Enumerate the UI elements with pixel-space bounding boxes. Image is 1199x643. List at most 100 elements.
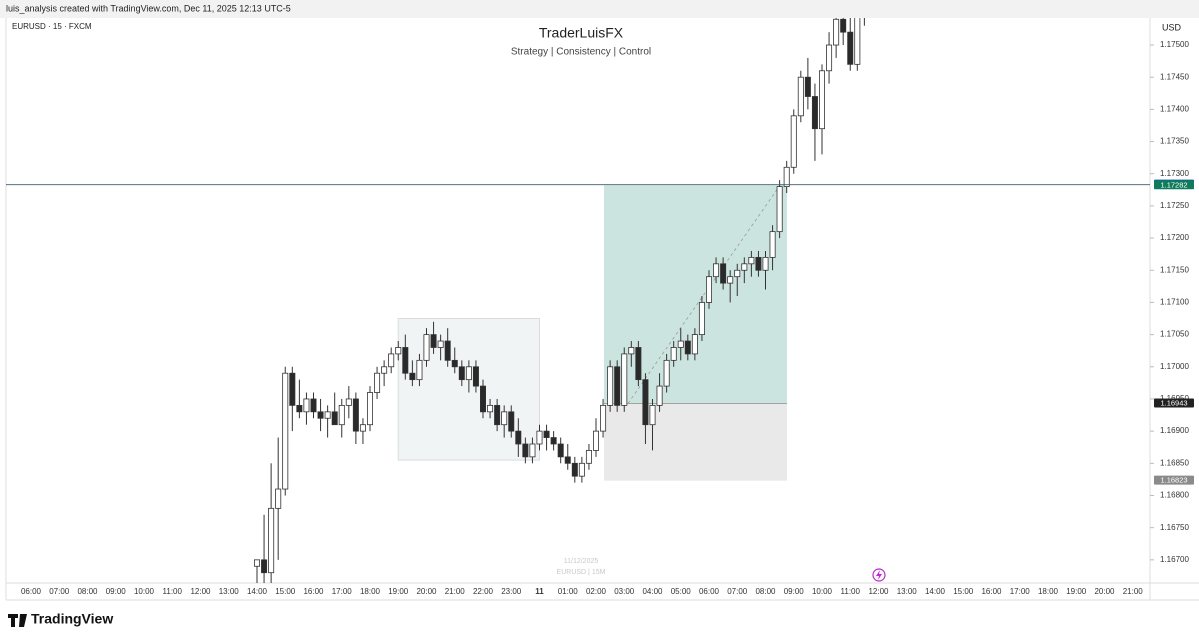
candle-body <box>847 31 854 65</box>
candle-body <box>289 372 296 406</box>
candle-body <box>494 404 501 426</box>
target-zone <box>604 185 787 404</box>
y-tick-label: 1.17200 <box>1160 233 1189 242</box>
candle-body <box>776 186 783 233</box>
candle-body <box>797 76 804 117</box>
x-tick-label: 11 <box>535 587 544 596</box>
y-tick-label: 1.17000 <box>1160 362 1189 371</box>
x-tick-label: 07:00 <box>49 587 70 596</box>
candle-body <box>402 347 409 374</box>
y-tick-label: 1.16700 <box>1160 555 1189 564</box>
chart-subtitle: Strategy | Consistency | Control <box>511 47 651 58</box>
candle-body <box>755 256 762 271</box>
y-tick-label: 1.16900 <box>1160 426 1189 435</box>
candle-body <box>677 340 684 348</box>
x-tick-label: 13:00 <box>897 587 918 596</box>
y-tick-label: 1.17150 <box>1160 265 1189 274</box>
candle-body <box>416 359 423 381</box>
candle-body <box>253 559 260 567</box>
x-tick-label: 18:00 <box>360 587 381 596</box>
x-tick-label: 06:00 <box>699 587 720 596</box>
candle-body <box>359 424 366 432</box>
candle-body <box>833 18 840 46</box>
candle-body <box>261 559 268 574</box>
candle-body <box>578 462 585 477</box>
candle-body <box>713 263 720 278</box>
y-tick-label: 1.16750 <box>1160 523 1189 532</box>
candle-body <box>748 256 755 265</box>
candle-body <box>614 366 621 406</box>
candle-body <box>663 359 670 387</box>
candle-body <box>536 430 543 445</box>
x-tick-label: 08:00 <box>77 587 98 596</box>
candle-body <box>458 366 465 381</box>
x-tick-label: 23:00 <box>501 587 522 596</box>
candle-body <box>501 411 508 426</box>
candle-body <box>275 488 282 509</box>
candle-body <box>381 366 388 374</box>
candle-body <box>684 340 691 355</box>
event-icon <box>876 570 882 580</box>
candle-body <box>550 437 557 445</box>
watermark: EURUSD | 15M <box>557 569 606 576</box>
watermark: 11/12/2025 <box>564 558 599 565</box>
candle-body <box>324 411 331 419</box>
x-tick-label: 19:00 <box>1066 587 1087 596</box>
candle-body <box>331 411 338 426</box>
candle-body <box>600 404 607 432</box>
candle-body <box>345 398 352 406</box>
candle-body <box>790 115 797 168</box>
candle-body <box>854 18 861 65</box>
candle-body <box>762 256 769 271</box>
x-tick-label: 11:00 <box>841 587 861 596</box>
candle-body <box>642 379 649 426</box>
x-tick-label: 15:00 <box>275 587 296 596</box>
candle-body <box>268 507 275 574</box>
candle-body <box>444 340 451 361</box>
x-tick-label: 20:00 <box>1094 587 1115 596</box>
candle-body <box>515 430 522 445</box>
candle-body <box>282 372 289 490</box>
candle-body <box>430 334 437 348</box>
y-tick-label: 1.17400 <box>1160 104 1189 113</box>
chart-title: TraderLuisFX <box>539 25 624 41</box>
x-tick-label: 14:00 <box>247 587 268 596</box>
candle-body <box>529 443 536 458</box>
x-tick-label: 19:00 <box>388 587 409 596</box>
x-tick-label: 02:00 <box>586 587 607 596</box>
candle-body <box>338 404 345 426</box>
candle-body <box>840 18 847 33</box>
x-tick-label: 18:00 <box>1038 587 1059 596</box>
x-tick-label: 09:00 <box>784 587 805 596</box>
candle-body <box>437 340 444 348</box>
candle-body <box>409 372 416 381</box>
candle-body <box>593 430 600 451</box>
candle-body <box>698 302 705 336</box>
candle-body <box>783 166 790 187</box>
price-tag-label: 1.16943 <box>1160 398 1187 407</box>
candle-body <box>691 334 698 355</box>
x-tick-label: 05:00 <box>671 587 692 596</box>
x-tick-label: 16:00 <box>303 587 324 596</box>
candle-body <box>479 385 486 413</box>
candle-body <box>317 411 324 419</box>
price-tag <box>1154 398 1194 408</box>
trade-path <box>627 185 781 404</box>
candle-body <box>826 44 833 72</box>
candle-body <box>819 70 826 130</box>
candle-body <box>296 404 303 413</box>
candle-body <box>769 231 776 258</box>
candle-body <box>388 353 395 368</box>
symbol: EURUSD · 15 · FXCM <box>12 22 92 31</box>
price-tag <box>1154 475 1194 485</box>
candle-body <box>366 392 373 426</box>
header-bar <box>0 0 1199 18</box>
candle-body <box>585 450 592 464</box>
candle-body <box>720 263 727 284</box>
candle-body <box>487 404 494 413</box>
logo: TradingView <box>31 611 113 627</box>
candle-body <box>451 359 458 368</box>
x-tick-label: 01:00 <box>558 587 579 596</box>
candle-body <box>395 347 402 355</box>
